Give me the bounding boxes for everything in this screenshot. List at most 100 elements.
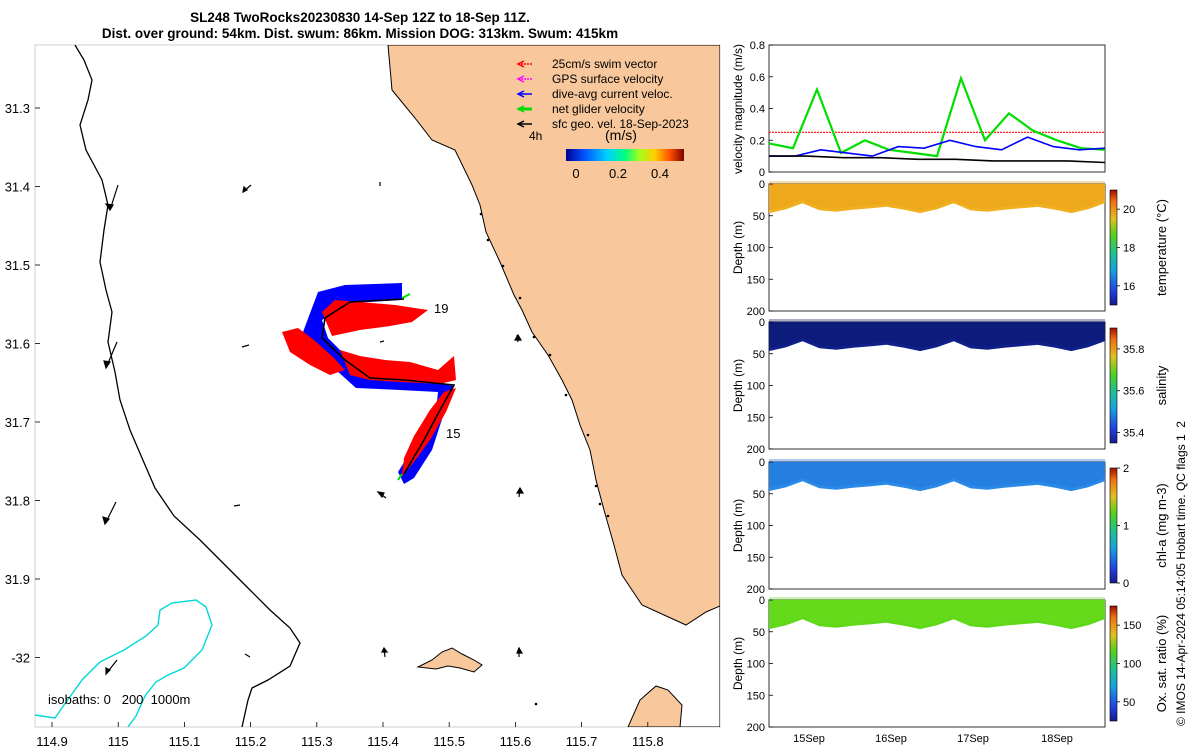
profile-data-shade (769, 181, 1105, 211)
svg-text:GPS surface velocity: GPS surface velocity (552, 72, 663, 86)
velocity-y-ticks: 0 0.2 0.4 0.6 0.8 (750, 40, 773, 179)
colorbar-tick-label: 35.6 (1123, 386, 1144, 398)
legend-item: 25cm/s swim vector (516, 57, 657, 71)
depth-tick-label: 0 (759, 457, 765, 469)
colorbar-label: chl-a (mg m-3) (1154, 483, 1169, 568)
colorbar-tick-label: 35.8 (1123, 344, 1144, 356)
colorbar-tick-label: 100 (1123, 659, 1141, 671)
map-x-ticks: 114.9 115 115.1 115.2 115.3 115.4 115.5 115.6 11… (36, 722, 664, 749)
depth-ylabel: Depth (m) (731, 637, 745, 690)
velocity-series-line (769, 136, 1106, 157)
velocity-ylabel: velocity magnitude (m/s) (731, 44, 745, 174)
colorbar (1109, 189, 1118, 306)
map-y-tick-label: 31.9 (5, 572, 30, 587)
depth-tick-label: 100 (747, 243, 765, 255)
profile-data-area (769, 184, 1105, 214)
depth-tick-label: 200 (747, 306, 765, 318)
depth-ylabel: Depth (m) (731, 499, 745, 552)
isobath-1000m (74, 45, 301, 727)
depth-tick-label: 150 (747, 552, 765, 564)
depth-tick-label: 150 (747, 412, 765, 424)
map-x-tick-label: 115.2 (235, 734, 267, 749)
depth-tick-label: 50 (753, 489, 765, 501)
depth-tick-label: 50 (753, 211, 765, 223)
map-y-tick-label: 31.5 (5, 258, 30, 273)
svg-text:net glider velocity: net glider velocity (552, 102, 645, 116)
depth-tick-label: 50 (753, 627, 765, 639)
map-y-tick-label: 31.7 (5, 415, 30, 430)
colorbar-tick-label: 0 (1123, 578, 1129, 590)
colorbar-tick-label: 18 (1123, 243, 1135, 255)
temperature-panel: 0 50 100 150 200 Depth (m) 16 18 20 temperature (… (731, 179, 1169, 318)
credit-text: © IMOS 14-Apr-2024 05:14:05 Hobart time.… (1174, 421, 1188, 726)
depth-tick-label: 100 (747, 381, 765, 393)
depth-tick-label: 200 (747, 584, 765, 596)
profile-data-area (769, 462, 1105, 492)
land-area (387, 45, 720, 727)
chla-panel: 0 50 100 150 200 Depth (m) 0 1 2 chl-a (mg m-3) (731, 457, 1169, 596)
glider-path-line (321, 298, 456, 475)
speed-colorbar-ticks: 0 0.2 0.4 (572, 166, 669, 181)
figure-title: SL248 TwoRocks20230830 14-Sep 12Z to 18-… (0, 10, 720, 42)
map-x-tick-label: 115.4 (367, 734, 399, 749)
depth-tick-label: 200 (747, 722, 765, 734)
velocity-panel: 0 0.2 0.4 0.6 0.8 velocity magnitude (m/s) (731, 40, 1106, 179)
hours-label: 4h (529, 129, 542, 143)
depth-tick-label: 0 (759, 317, 765, 329)
depth-ylabel: Depth (m) (731, 221, 745, 274)
colorbar-units: (m/s) (605, 127, 637, 143)
depth-tick-label: 200 (747, 444, 765, 456)
profile-data-shade (769, 459, 1105, 489)
track-label-19: 19 (434, 301, 448, 316)
current-velocity-fan (303, 283, 454, 484)
svg-text:0.4: 0.4 (651, 166, 669, 181)
geostrophic-arrows (102, 182, 525, 676)
time-tick-label: 16Sep (875, 733, 907, 745)
colorbar (1109, 327, 1118, 444)
depth-tick-label: 150 (747, 690, 765, 702)
depth-tick-label: 100 (747, 521, 765, 533)
map-x-tick-label: 115.1 (169, 734, 201, 749)
depth-tick-label: 0 (759, 179, 765, 191)
colorbar-tick-label: 35.4 (1123, 428, 1144, 440)
profile-data-shade (769, 597, 1105, 627)
svg-text:dive-avg current veloc.: dive-avg current veloc. (552, 87, 673, 101)
net-glider-velocity (397, 293, 411, 481)
track-label-15: 15 (446, 426, 460, 441)
depth-tick-label: 100 (747, 659, 765, 671)
velocity-y-tick-label: 0.4 (750, 104, 765, 116)
svg-text:sfc geo. vel. 18-Sep-2023: sfc geo. vel. 18-Sep-2023 (552, 117, 689, 131)
colorbar-label: temperature (°C) (1154, 199, 1169, 296)
depth-tick-label: 150 (747, 274, 765, 286)
isobaths-label: isobaths: 0 200 1000m (48, 692, 190, 707)
velocity-y-tick-label: 0 (759, 167, 765, 179)
salinity-panel: 0 50 100 150 200 Depth (m) 35.4 35.6 35.8 salinit… (731, 317, 1169, 456)
legend-item: GPS surface velocity (516, 72, 663, 86)
glider-track: 19 15 (282, 283, 460, 484)
colorbar-tick-label: 16 (1123, 281, 1135, 293)
colorbar-tick-label: 50 (1123, 697, 1135, 709)
velocity-series-line (769, 155, 1106, 164)
isobath-200m (35, 599, 213, 727)
map-y-tick-label: -32 (11, 651, 30, 666)
colorbar-tick-label: 150 (1123, 620, 1141, 632)
oxygen-panel: 0 50 100 150 200 Depth (m) 50 100 150 Ox. sat. ra… (731, 595, 1169, 734)
map-x-tick-label: 115.8 (632, 734, 664, 749)
svg-text:0: 0 (572, 166, 579, 181)
map-x-tick-label: 115.7 (566, 734, 598, 749)
colorbar-tick-label: 20 (1123, 204, 1135, 216)
reef-dots (479, 212, 610, 706)
velocity-series-line (768, 74, 1106, 158)
depth-ylabel: Depth (m) (731, 359, 745, 412)
depth-tick-label: 0 (759, 595, 765, 607)
time-tick-label: 15Sep (793, 733, 825, 745)
map-x-tick-label: 115 (108, 734, 129, 749)
time-tick-label: 17Sep (957, 733, 989, 745)
profile-data-shade (769, 319, 1105, 349)
colorbar (1109, 605, 1118, 722)
map-y-tick-label: 31.8 (5, 494, 30, 509)
map-x-tick-label: 115.5 (433, 734, 465, 749)
